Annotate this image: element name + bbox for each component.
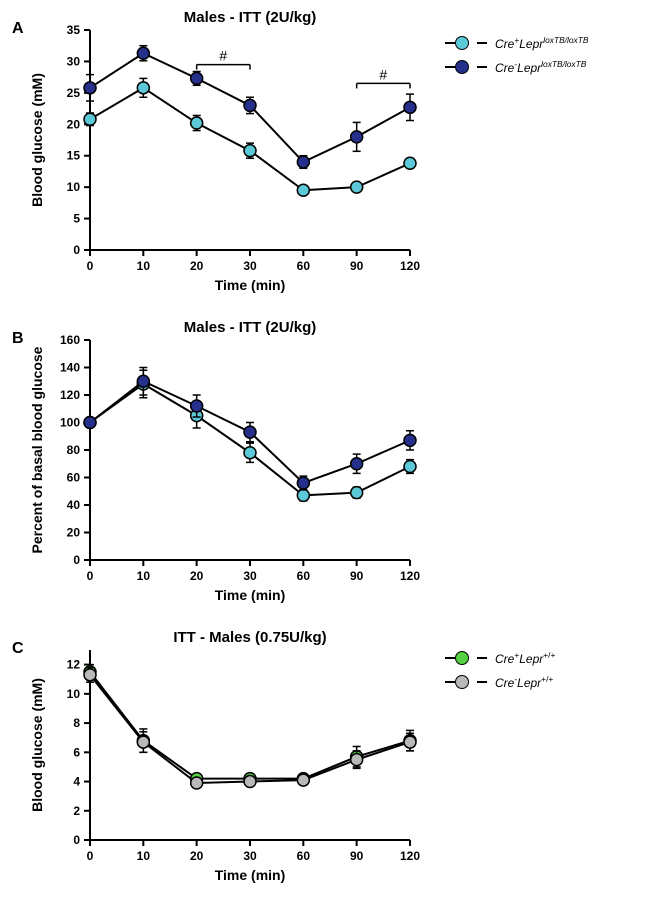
- svg-text:12: 12: [67, 658, 81, 672]
- svg-text:4: 4: [73, 775, 80, 789]
- svg-text:8: 8: [73, 716, 80, 730]
- svg-text:ITT - Males (0.75U/kg): ITT - Males (0.75U/kg): [173, 629, 326, 646]
- svg-text:Blood glucose (mM): Blood glucose (mM): [29, 678, 45, 812]
- legend-label: Cre+Lepr+/+: [495, 650, 555, 666]
- figure-root: A 0510152025303501020306090120Males - IT…: [0, 0, 649, 911]
- legend-item: Cre+Lepr+/+: [445, 650, 555, 666]
- svg-text:30: 30: [243, 849, 257, 863]
- chart-c: 02468101201020306090120ITT - Males (0.75…: [0, 0, 649, 911]
- svg-text:20: 20: [190, 849, 204, 863]
- svg-text:6: 6: [73, 745, 80, 759]
- svg-text:60: 60: [297, 849, 311, 863]
- svg-text:Time (min): Time (min): [215, 867, 286, 883]
- svg-text:90: 90: [350, 849, 364, 863]
- legend-item: Cre-Lepr+/+: [445, 674, 555, 690]
- svg-text:0: 0: [87, 849, 94, 863]
- svg-text:120: 120: [400, 849, 420, 863]
- svg-text:10: 10: [67, 687, 81, 701]
- legend-label: Cre-Lepr+/+: [495, 674, 553, 690]
- svg-text:10: 10: [137, 849, 151, 863]
- legend-c: Cre+Lepr+/+ Cre-Lepr+/+: [445, 650, 555, 698]
- svg-text:2: 2: [73, 804, 80, 818]
- svg-text:0: 0: [73, 833, 80, 847]
